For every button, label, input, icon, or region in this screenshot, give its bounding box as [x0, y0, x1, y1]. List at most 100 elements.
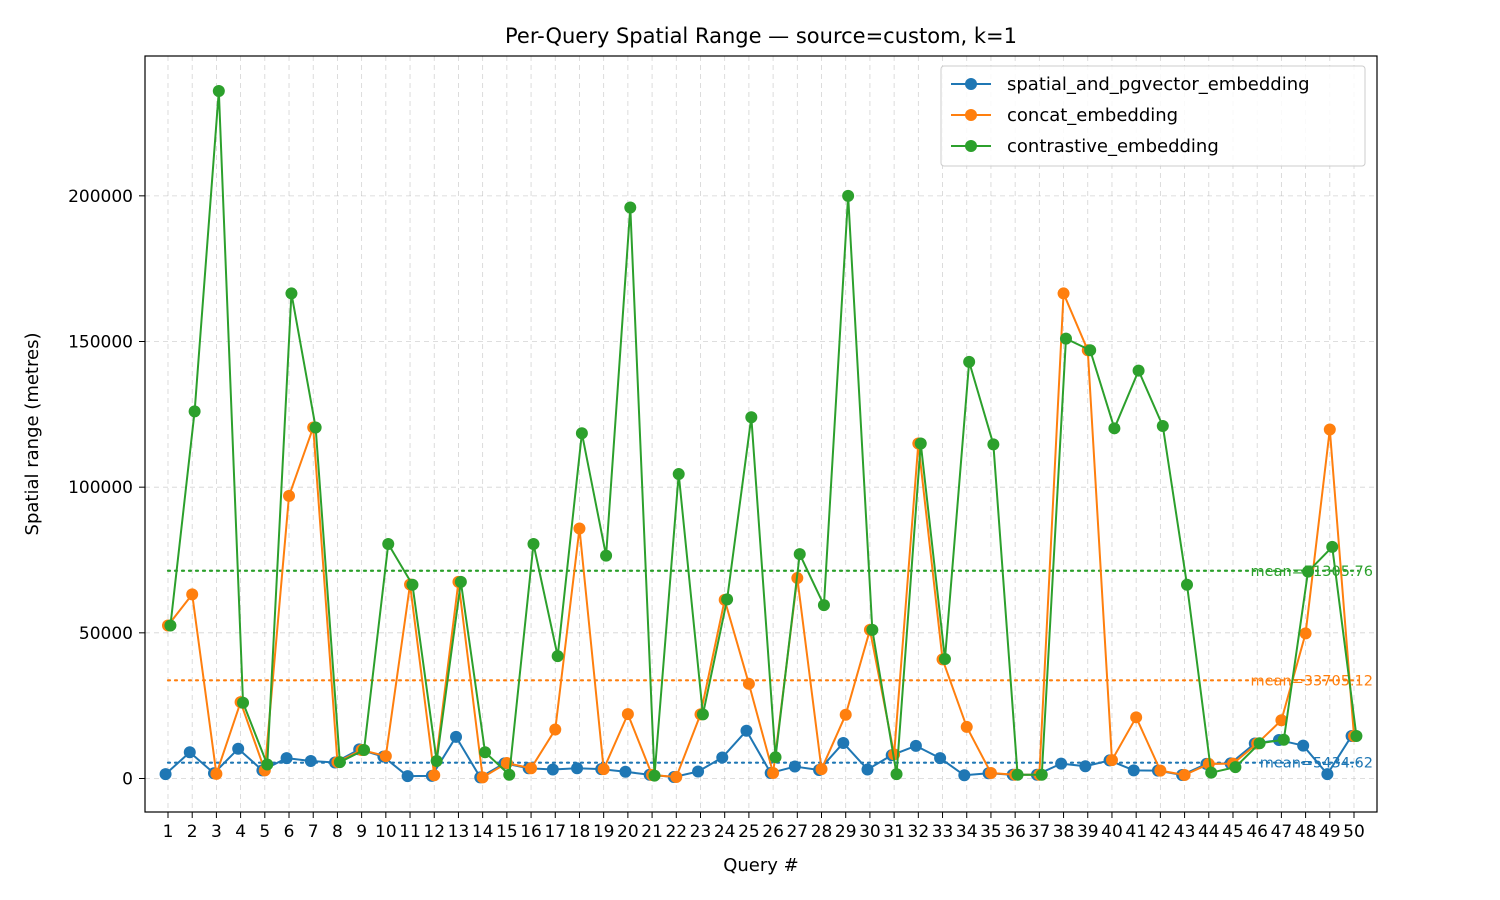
- data-point: [159, 768, 172, 781]
- x-tick-label: 43: [1174, 822, 1196, 842]
- data-point: [987, 438, 1000, 451]
- x-tick-label: 6: [284, 822, 295, 842]
- data-point: [716, 751, 729, 764]
- data-point: [428, 769, 441, 782]
- data-point: [571, 762, 584, 775]
- x-tick-label: 38: [1053, 822, 1075, 842]
- x-tick-label: 7: [308, 822, 319, 842]
- data-point: [430, 755, 443, 768]
- data-point: [648, 769, 661, 782]
- data-point: [476, 771, 489, 784]
- data-point: [164, 619, 177, 632]
- data-point: [1084, 344, 1097, 357]
- legend-marker-swatch: [965, 78, 977, 90]
- data-point: [1108, 422, 1121, 435]
- data-point: [1154, 764, 1167, 777]
- x-tick-label: 45: [1222, 822, 1244, 842]
- data-point: [793, 548, 806, 561]
- data-point: [1011, 768, 1024, 781]
- x-tick-label: 20: [617, 822, 639, 842]
- x-tick-label: 49: [1319, 822, 1341, 842]
- x-tick-label: 25: [738, 822, 760, 842]
- x-tick-label: 9: [356, 822, 367, 842]
- x-tick-label: 21: [641, 822, 663, 842]
- x-tick-label: 34: [956, 822, 978, 842]
- x-tick-label: 5: [259, 822, 270, 842]
- data-point: [546, 763, 559, 776]
- x-tick-label: 16: [520, 822, 542, 842]
- data-point: [304, 755, 317, 768]
- grid-layer: [145, 56, 1377, 812]
- y-tick-label: 200000: [68, 187, 133, 207]
- x-tick-label: 47: [1271, 822, 1293, 842]
- x-tick-label: 3: [211, 822, 222, 842]
- data-point: [721, 593, 734, 606]
- data-point: [619, 765, 632, 778]
- data-point: [958, 769, 971, 782]
- data-point: [1180, 578, 1193, 591]
- y-tick-label: 50000: [79, 624, 133, 644]
- data-point: [788, 760, 801, 773]
- data-point: [960, 720, 973, 733]
- x-tick-label: 50: [1343, 822, 1365, 842]
- data-point: [183, 746, 196, 759]
- data-point: [621, 708, 634, 721]
- data-point: [934, 752, 947, 765]
- data-point: [454, 575, 467, 588]
- data-point: [573, 522, 586, 535]
- data-point: [742, 677, 755, 690]
- x-tick-label: 15: [496, 822, 518, 842]
- x-tick-label: 13: [448, 822, 470, 842]
- data-point: [237, 696, 250, 709]
- data-point: [842, 189, 855, 202]
- data-point: [1132, 364, 1145, 377]
- x-tick-label: 33: [932, 822, 954, 842]
- legend-label: spatial_and_pgvector_embedding: [1007, 74, 1310, 95]
- data-point: [1321, 768, 1334, 781]
- data-point: [890, 768, 903, 781]
- data-point: [866, 623, 879, 636]
- x-tick-label: 12: [423, 822, 445, 842]
- data-point: [672, 468, 685, 481]
- x-tick-label: 36: [1004, 822, 1026, 842]
- legend-label: concat_embedding: [1007, 105, 1178, 126]
- data-point: [210, 767, 223, 780]
- data-point: [1297, 739, 1310, 752]
- x-tick-label: 26: [762, 822, 784, 842]
- legend: spatial_and_pgvector_embedding concat_emb…: [940, 65, 1366, 167]
- x-tick-label: 17: [544, 822, 566, 842]
- legend-label: contrastive_embedding: [1007, 136, 1219, 157]
- data-point: [1130, 711, 1143, 724]
- chart-title: Per-Query Spatial Range — source=custom,…: [505, 24, 1017, 48]
- x-tick-label: 35: [980, 822, 1002, 842]
- data-point: [232, 742, 245, 755]
- x-tick-label: 48: [1295, 822, 1317, 842]
- data-point: [963, 355, 976, 368]
- x-tick-label: 19: [593, 822, 615, 842]
- data-point: [1299, 627, 1312, 640]
- x-tick-label: 8: [332, 822, 343, 842]
- data-point: [696, 708, 709, 721]
- data-point: [767, 766, 780, 779]
- data-point: [839, 708, 852, 721]
- x-tick-label: 40: [1101, 822, 1123, 842]
- series-group: [164, 84, 1363, 782]
- x-axis-label: Query #: [723, 855, 799, 876]
- data-point: [817, 599, 830, 612]
- data-point: [1127, 764, 1140, 777]
- plot-frame: [144, 55, 1378, 813]
- data-point: [479, 746, 492, 759]
- data-point: [1055, 757, 1068, 770]
- x-tick-label: 42: [1150, 822, 1172, 842]
- legend-box: [940, 65, 1366, 167]
- x-tick-label: 14: [472, 822, 494, 842]
- data-point: [285, 287, 298, 300]
- y-tick-label: 150000: [68, 333, 133, 353]
- x-tick-label: 32: [908, 822, 930, 842]
- data-point: [1326, 540, 1339, 553]
- data-point: [309, 421, 322, 434]
- data-point: [525, 762, 538, 775]
- x-tick-label: 18: [569, 822, 591, 842]
- data-point: [333, 756, 346, 769]
